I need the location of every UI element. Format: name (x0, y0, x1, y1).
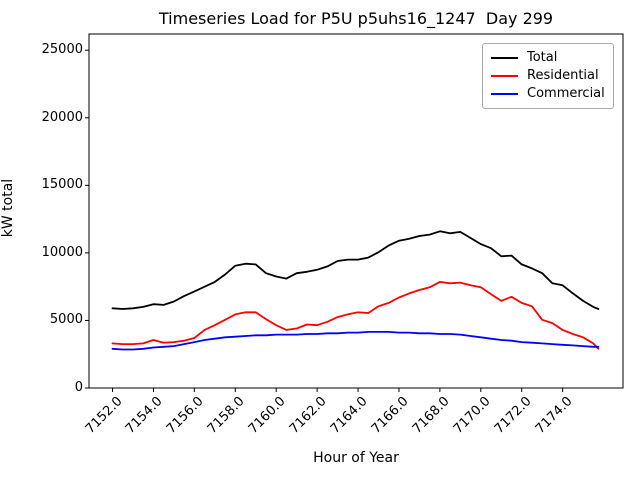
x-axis-label: Hour of Year (313, 450, 399, 466)
chart-title: Timeseries Load for P5U p5uhs16_1247 Day… (158, 9, 554, 28)
legend-label: Residential (527, 68, 599, 83)
legend-line-sample-residential (491, 75, 518, 77)
legend-line-sample-commercial (491, 93, 518, 95)
legend-item-total: Total (491, 49, 605, 67)
y-tick-label: 25000 (41, 42, 83, 58)
y-tick-label: 10000 (41, 244, 83, 260)
legend-label: Total (527, 50, 558, 65)
legend: Total Residential Commercial (482, 43, 614, 109)
axes-frame (88, 33, 624, 389)
series-line-commercial (111, 330, 600, 351)
series-line-total (111, 230, 600, 310)
legend-line-sample-total (491, 57, 518, 59)
y-tick-label: 20000 (41, 109, 83, 125)
legend-item-commercial: Commercial (491, 85, 605, 103)
series-line-residential (111, 280, 600, 350)
y-tick-label: 5000 (49, 312, 83, 328)
legend-item-residential: Residential (491, 67, 605, 85)
y-tick-label: 15000 (41, 177, 83, 193)
y-tick-label: 0 (74, 380, 83, 395)
legend-label: Commercial (527, 86, 605, 101)
